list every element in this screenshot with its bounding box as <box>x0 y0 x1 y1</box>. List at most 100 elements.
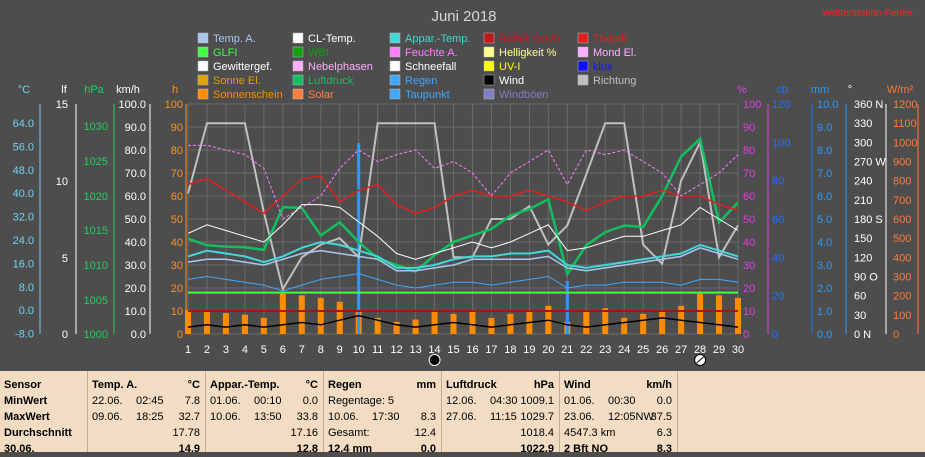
axis-tick-deg: 60 <box>854 291 866 303</box>
series-line-taupunkt <box>187 273 739 292</box>
sunshine-bar <box>336 301 343 334</box>
table-row: 1022.9 <box>442 441 560 457</box>
x-tick: 29 <box>713 344 725 356</box>
x-tick: 9 <box>337 344 343 356</box>
axis-tick-lf: 10 <box>56 176 68 188</box>
pressure-value: 1009.1 <box>520 395 554 407</box>
x-tick: 30 <box>732 344 744 356</box>
x-tick: 21 <box>561 344 573 356</box>
axis-tick-celsius: 0.0 <box>19 305 34 317</box>
legend-label: Regen <box>405 75 437 87</box>
legend-swatch <box>389 60 401 72</box>
axis-tick-kmh: 30.0 <box>125 260 146 272</box>
axis-tick-hours: 20 <box>171 283 183 295</box>
sunshine-bar <box>602 308 609 334</box>
rain-date: 10.06. <box>328 411 359 423</box>
legend-swatch <box>197 74 209 86</box>
axis-tick-kmh: 50.0 <box>125 214 146 226</box>
rain-unit: mm <box>416 379 436 391</box>
x-tick: 10 <box>353 344 365 356</box>
appar-unit: °C <box>305 379 318 391</box>
legend-swatch <box>292 88 304 100</box>
legend-label: Luftdruck <box>308 75 354 87</box>
wind-value: 0.0 <box>656 395 672 407</box>
legend-label: Temp. A. <box>213 33 256 45</box>
legend-label: Taupunkt <box>405 89 450 101</box>
table-row: 10.06. 17:30 8.3 <box>324 409 442 425</box>
axis-title-lf: lf <box>61 84 67 96</box>
axis-tick-percent: 80 <box>743 145 755 157</box>
sunshine-bar <box>298 295 305 334</box>
axis-tick-deg: 150 <box>854 233 872 245</box>
series-line-thetae <box>187 175 739 215</box>
axis-tick-percent: 0 <box>743 329 749 341</box>
legend-swatch <box>483 74 495 86</box>
legend-label: GLFI <box>213 47 237 59</box>
axis-tick-hours: 0 <box>177 329 183 341</box>
legend-label: ThetaE <box>593 33 628 45</box>
legend-swatch <box>292 60 304 72</box>
plot-area <box>185 103 741 335</box>
error-label[interactable]: Wetterstation-Fehler <box>823 8 914 19</box>
pressure-header: Luftdruck <box>446 379 497 391</box>
axis-tick-deg: 240 <box>854 176 872 188</box>
legend-swatch <box>483 32 495 44</box>
pressure-date: 27.06. <box>446 411 477 423</box>
wind-date: 23.06. <box>564 411 595 423</box>
axis-tick-kmh: 90.0 <box>125 122 146 134</box>
table-row: 22.06. 02:45 7.8 <box>88 393 206 409</box>
x-tick: 19 <box>523 344 535 356</box>
rain-bar <box>565 281 569 334</box>
legend-swatch <box>483 60 495 72</box>
legend-swatch <box>577 32 589 44</box>
pressure-value: 1022.9 <box>520 443 554 455</box>
sunshine-bar <box>222 313 229 334</box>
legend-label: UV-I <box>499 61 520 73</box>
axis-tick-cb: 80 <box>772 176 784 188</box>
series-line-cl-temp- <box>187 204 739 260</box>
axis-tick-percent: 10 <box>743 306 755 318</box>
legend-swatch <box>292 46 304 58</box>
axis-tick-celsius: 56.0 <box>13 141 34 153</box>
x-tick: 4 <box>242 344 248 356</box>
legend-label: Solar <box>308 89 334 101</box>
axis-title-cb: cb <box>776 84 788 96</box>
legend-label: WBI <box>308 47 329 59</box>
x-tick: 15 <box>447 344 459 356</box>
appar-value: 12.8 <box>296 443 318 455</box>
axis-tick-mm: 7.0 <box>817 168 832 180</box>
axis-tick-hpa: 1025 <box>84 156 108 168</box>
axis-tick-celsius: 64.0 <box>13 118 34 130</box>
legend-swatch <box>577 46 589 58</box>
legend-label: Mond El. <box>593 47 636 59</box>
statistics-table: Sensor MinWert MaxWert Durchschnitt 30.0… <box>0 371 925 455</box>
wind-value: 37.5 <box>650 411 672 423</box>
x-tick: 1 <box>185 344 191 356</box>
max-label: MaxWert <box>4 411 50 423</box>
axis-tick-kmh: 100.0 <box>118 99 146 111</box>
axis-title-deg: ° <box>848 84 852 96</box>
wind-date: 4547.3 km <box>564 427 616 439</box>
table-row: Temp. A. °C <box>88 377 206 393</box>
table-row: 12.06. 04:30 1009.1 <box>442 393 560 409</box>
wind-header: Wind <box>564 379 591 391</box>
pressure-date: 12.06. <box>446 395 477 407</box>
x-tick: 5 <box>261 344 267 356</box>
series-line-feuchte-a- <box>188 144 739 220</box>
rain-value: 0.0 <box>420 443 436 455</box>
table-row: Regen mm <box>324 377 442 393</box>
axis-tick-cb: 60 <box>772 214 784 226</box>
axis-tick-deg: 180 S <box>854 214 883 226</box>
sunshine-bar <box>507 313 514 334</box>
x-tick: 25 <box>637 344 649 356</box>
axis-tick-celsius: 24.0 <box>13 235 34 247</box>
wind-date: 01.06. <box>564 395 595 407</box>
axis-tick-hpa: 1015 <box>84 225 108 237</box>
pressure-value: 1029.7 <box>520 411 554 423</box>
axis-tick-kmh: 70.0 <box>125 168 146 180</box>
axis-tick-celsius: 40.0 <box>13 188 34 200</box>
appar-value: 17.16 <box>290 427 318 439</box>
table-row: Appar.-Temp. °C <box>206 377 324 393</box>
temp-date: 09.06. <box>92 411 123 423</box>
legend-label: Richtung <box>593 75 636 87</box>
